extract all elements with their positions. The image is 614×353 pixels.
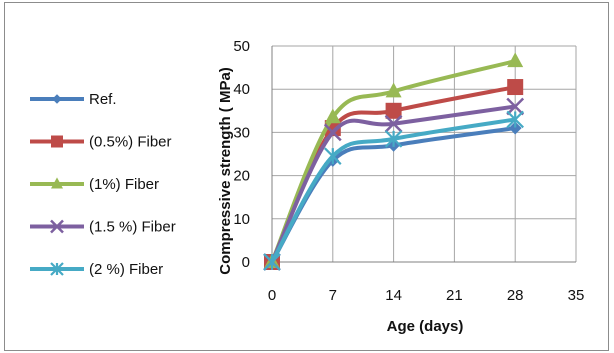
x-tick-label: 35 xyxy=(568,287,585,304)
legend-marker xyxy=(50,219,64,234)
legend-label: (1.5 %) Fiber xyxy=(89,219,176,236)
data-point-2-fiber xyxy=(384,130,403,148)
data-point-1-5-fiber xyxy=(506,97,525,116)
legend-marker xyxy=(51,177,63,189)
series-lines xyxy=(263,52,525,271)
y-tick-label: 20 xyxy=(233,168,250,185)
data-point-2-fiber xyxy=(263,253,281,271)
legend-marker xyxy=(52,94,62,104)
legend-item: Ref. xyxy=(30,91,117,108)
data-point-0-5-fiber xyxy=(507,79,524,96)
y-tick-label: 10 xyxy=(233,211,250,228)
x-tick-label: 0 xyxy=(268,287,276,304)
data-point-1-fiber xyxy=(324,108,341,124)
x-tick-label: 7 xyxy=(329,287,337,304)
legend-label: (0.5%) Fiber xyxy=(89,134,172,151)
legend-label: (1%) Fiber xyxy=(89,176,159,193)
legend-item: (1%) Fiber xyxy=(30,176,159,193)
legend-item: (2 %) Fiber xyxy=(30,261,163,278)
y-tick-label: 0 xyxy=(242,254,250,271)
data-point-1-fiber xyxy=(507,52,524,68)
y-axis-title: Compressive strength ( MPa) xyxy=(217,67,234,275)
x-tick-label: 28 xyxy=(507,287,524,304)
legend-label: Ref. xyxy=(89,91,117,108)
x-tick-label: 21 xyxy=(446,287,463,304)
legend-item: (1.5 %) Fiber xyxy=(30,219,176,236)
series-line-1-5-fiber xyxy=(270,104,516,263)
y-tick-label: 50 xyxy=(233,38,250,55)
legend-marker xyxy=(50,262,64,276)
data-point-2-fiber xyxy=(324,147,342,165)
series-line-1-fiber xyxy=(270,59,516,263)
legend-label: (2 %) Fiber xyxy=(89,261,163,278)
data-point-0-5-fiber xyxy=(385,102,402,119)
data-point-1-5-fiber xyxy=(384,114,403,133)
legend-item: (0.5%) Fiber xyxy=(30,134,172,151)
legend-marker xyxy=(51,135,63,148)
axes: 0 10 20 30 40 50 0 7 14 21 28 35 xyxy=(233,38,584,304)
y-tick-label: 40 xyxy=(233,81,250,98)
x-tick-label: 14 xyxy=(385,287,402,304)
y-tick-label: 30 xyxy=(233,124,250,141)
legend: Ref. (0.5%) Fiber (1%) Fiber (1.5 %) Fiber (… xyxy=(30,91,176,278)
data-point-1-fiber xyxy=(385,82,402,98)
data-point-1-5-fiber xyxy=(323,123,342,142)
data-point-ref xyxy=(508,121,522,135)
x-axis-title: Age (days) xyxy=(387,318,464,335)
data-point-2-fiber xyxy=(506,110,524,129)
series-line-2-fiber xyxy=(270,117,516,263)
